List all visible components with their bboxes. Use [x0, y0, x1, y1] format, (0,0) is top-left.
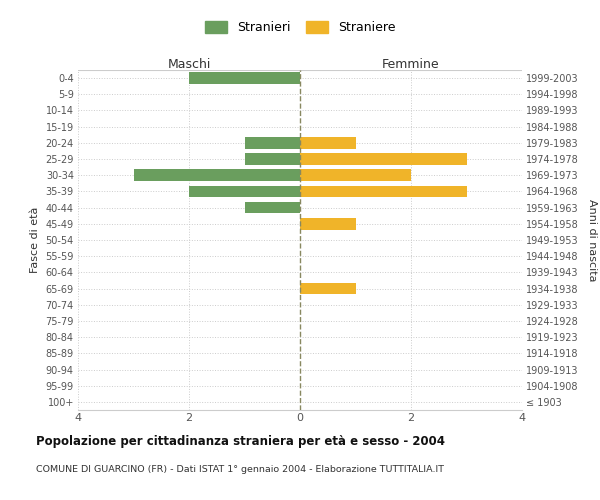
Bar: [189, 72, 300, 84]
Text: COMUNE DI GUARCINO (FR) - Dati ISTAT 1° gennaio 2004 - Elaborazione TUTTITALIA.I: COMUNE DI GUARCINO (FR) - Dati ISTAT 1° …: [36, 465, 444, 474]
Y-axis label: Fasce di età: Fasce di età: [30, 207, 40, 273]
Bar: [300, 137, 356, 148]
Bar: [245, 202, 300, 213]
Bar: [245, 137, 300, 148]
Bar: [300, 282, 356, 294]
Bar: [300, 153, 467, 165]
Bar: [133, 170, 300, 181]
Bar: [300, 218, 356, 230]
Text: Femmine: Femmine: [382, 58, 440, 71]
Y-axis label: Anni di nascita: Anni di nascita: [587, 198, 597, 281]
Legend: Stranieri, Straniere: Stranieri, Straniere: [202, 18, 398, 36]
Bar: [245, 153, 300, 165]
Text: Maschi: Maschi: [167, 58, 211, 71]
Bar: [189, 186, 300, 198]
Bar: [300, 186, 467, 198]
Bar: [300, 170, 411, 181]
Text: Popolazione per cittadinanza straniera per età e sesso - 2004: Popolazione per cittadinanza straniera p…: [36, 435, 445, 448]
